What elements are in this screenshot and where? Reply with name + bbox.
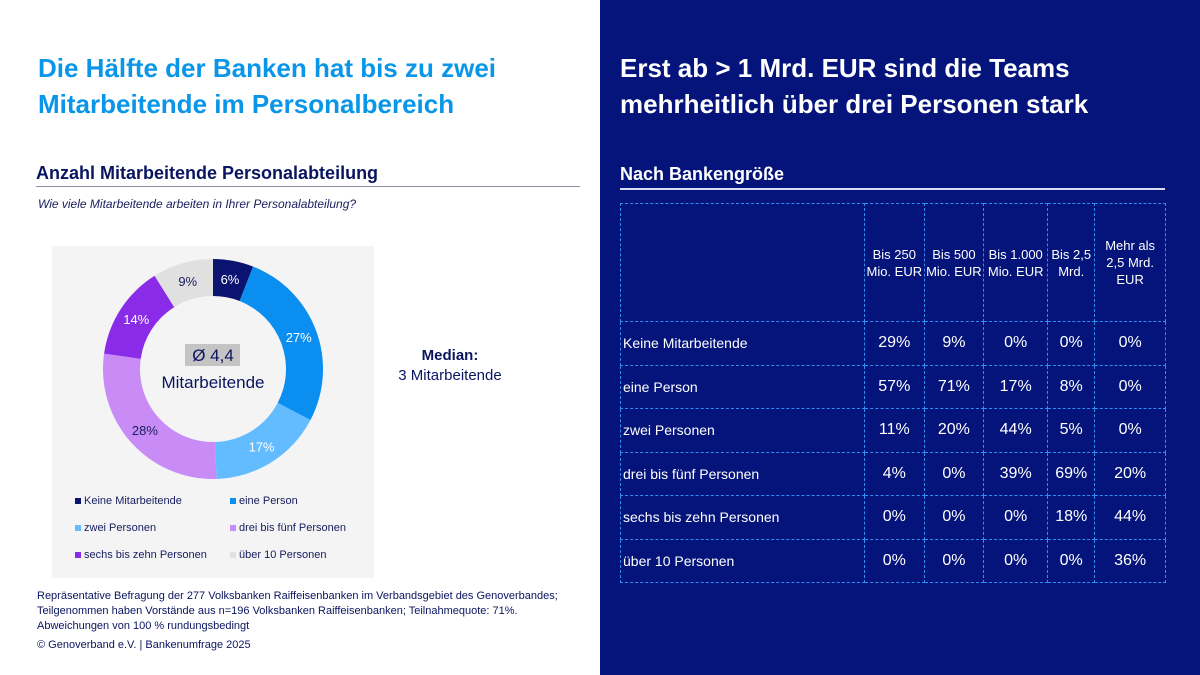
table-cell: 71% [923,364,985,409]
table-cell: 0% [923,495,985,540]
table-cell: 0% [1047,538,1096,583]
table-row: Keine Mitarbeitende 29% 9% 0% 0% 0% [620,321,1166,366]
table-row: drei bis fünf Personen 4% 0% 39% 69% 20% [620,451,1166,496]
legend-label: zwei Personen [84,522,157,534]
legend-label: eine Person [239,495,298,507]
column-header: Bis 1.000 Mio. EUR [983,203,1049,322]
copyright: © Genoverband e.V. | Bankenumfrage 2025 [37,639,251,651]
donut-slice-keine-mitarbeitende [213,259,254,302]
table-cell: 57% [864,364,925,409]
footnote: Repräsentative Befragung der 277 Volksba… [37,590,558,632]
table-row: zwei Personen 11% 20% 44% 5% 0% [620,408,1166,453]
legend-item: sechs bis zehn Personen [75,549,207,561]
column-header: Bis 500 Mio. EUR [923,203,985,322]
legend-item: eine Person [230,495,298,507]
table-cell: 11% [864,408,925,453]
row-label: eine Person [620,364,865,409]
median-value: 3 Mitarbeitende [398,367,502,384]
table-header-row: Bis 250 Mio. EUR Bis 500 Mio. EUR Bis 1.… [620,203,1166,322]
legend-label: Keine Mitarbeitende [84,495,182,507]
median-label: Median: [421,347,479,364]
average-highlight [185,344,240,366]
table-row: sechs bis zehn Personen 0% 0% 0% 18% 44% [620,495,1166,540]
donut-slice-über-10-personen [154,259,213,308]
table-cell: 0% [1047,321,1096,366]
table-cell: 29% [864,321,925,366]
donut-data-label: 9% [178,274,197,289]
table-cell: 36% [1094,538,1166,583]
table-cell: 5% [1047,408,1096,453]
table-cell: 0% [1094,408,1166,453]
table-cell: 44% [983,408,1049,453]
table-cell: 20% [1094,451,1166,496]
legend-label: sechs bis zehn Personen [84,549,207,561]
legend-swatch [75,498,81,504]
median-block: Median: 3 Mitarbeitende [380,346,520,386]
table-cell: 0% [983,495,1049,540]
table-cell: 69% [1047,451,1096,496]
legend-item: zwei Personen [75,522,156,534]
table-row: eine Person 57% 71% 17% 8% 0% [620,364,1166,409]
legend-item: über 10 Personen [230,549,326,561]
table-cell: 0% [864,495,925,540]
legend-swatch [230,552,236,558]
donut-data-label: 27% [286,330,312,345]
table-cell: 0% [1094,321,1166,366]
donut-data-label: 17% [249,440,275,455]
donut-chart: 6% 27% 17% 28% 14% 9% Ø 4,4 Mitarbeitende [102,259,323,479]
donut-chart-area: 6% 27% 17% 28% 14% 9% Ø 4,4 Mitarbeitende [52,246,374,578]
table-cell: 20% [923,408,985,453]
column-header: Bis 250 Mio. EUR [864,203,925,322]
bank-size-table: Bis 250 Mio. EUR Bis 500 Mio. EUR Bis 1.… [620,203,1166,583]
table-cell: 44% [1094,495,1166,540]
table-cell: 0% [923,451,985,496]
table-corner-cell [620,203,865,322]
left-section-title: Anzahl Mitarbeitende Personalabteilung [36,163,580,187]
table-cell: 18% [1047,495,1096,540]
legend-item: Keine Mitarbeitende [75,495,182,507]
column-header: Bis 2,5 Mrd. [1047,203,1096,322]
legend-label: über 10 Personen [239,549,327,561]
table-cell: 0% [1094,364,1166,409]
row-label: über 10 Personen [620,538,865,583]
row-label: drei bis fünf Personen [620,451,865,496]
row-label: Keine Mitarbeitende [620,321,865,366]
donut-slice-eine-person [239,266,323,421]
donut-data-label: 6% [221,272,240,287]
left-headline: Die Hälfte der Banken hat bis zu zwei Mi… [38,53,496,119]
table-cell: 4% [864,451,925,496]
donut-data-label: 14% [123,312,149,327]
legend-swatch [75,525,81,531]
left-panel: Die Hälfte der Banken hat bis zu zwei Mi… [36,53,580,651]
donut-slice-drei-bis-fünf-personen [102,353,217,479]
column-header: Mehr als 2,5 Mrd. EUR [1094,203,1166,322]
survey-question: Wie viele Mitarbeitende arbeiten in Ihre… [38,197,357,211]
table-cell: 0% [983,538,1049,583]
right-panel: Erst ab > 1 Mrd. EUR sind die Teams mehr… [600,0,1200,675]
table-cell: 17% [983,364,1049,409]
center-unit: Mitarbeitende [161,373,264,392]
row-label: zwei Personen [620,408,865,453]
legend-swatch [75,552,81,558]
legend-swatch [230,498,236,504]
table-cell: 0% [983,321,1049,366]
donut-slice-sechs-bis-zehn-personen [104,275,175,359]
table-cell: 9% [923,321,985,366]
center-average: Ø 4,4 [192,346,234,365]
table-cell: 8% [1047,364,1096,409]
donut-slice-zwei-personen [215,402,311,479]
legend-swatch [230,525,236,531]
legend-item: drei bis fünf Personen [230,522,346,534]
right-section-title: Nach Bankengröße [620,164,1165,190]
table-row: über 10 Personen 0% 0% 0% 0% 36% [620,538,1166,583]
row-label: sechs bis zehn Personen [620,495,865,540]
right-headline: Erst ab > 1 Mrd. EUR sind die Teams mehr… [620,53,1089,119]
donut-data-label: 28% [132,423,158,438]
table-cell: 0% [864,538,925,583]
table-cell: 39% [983,451,1049,496]
legend-label: drei bis fünf Personen [239,522,347,534]
table-cell: 0% [923,538,985,583]
